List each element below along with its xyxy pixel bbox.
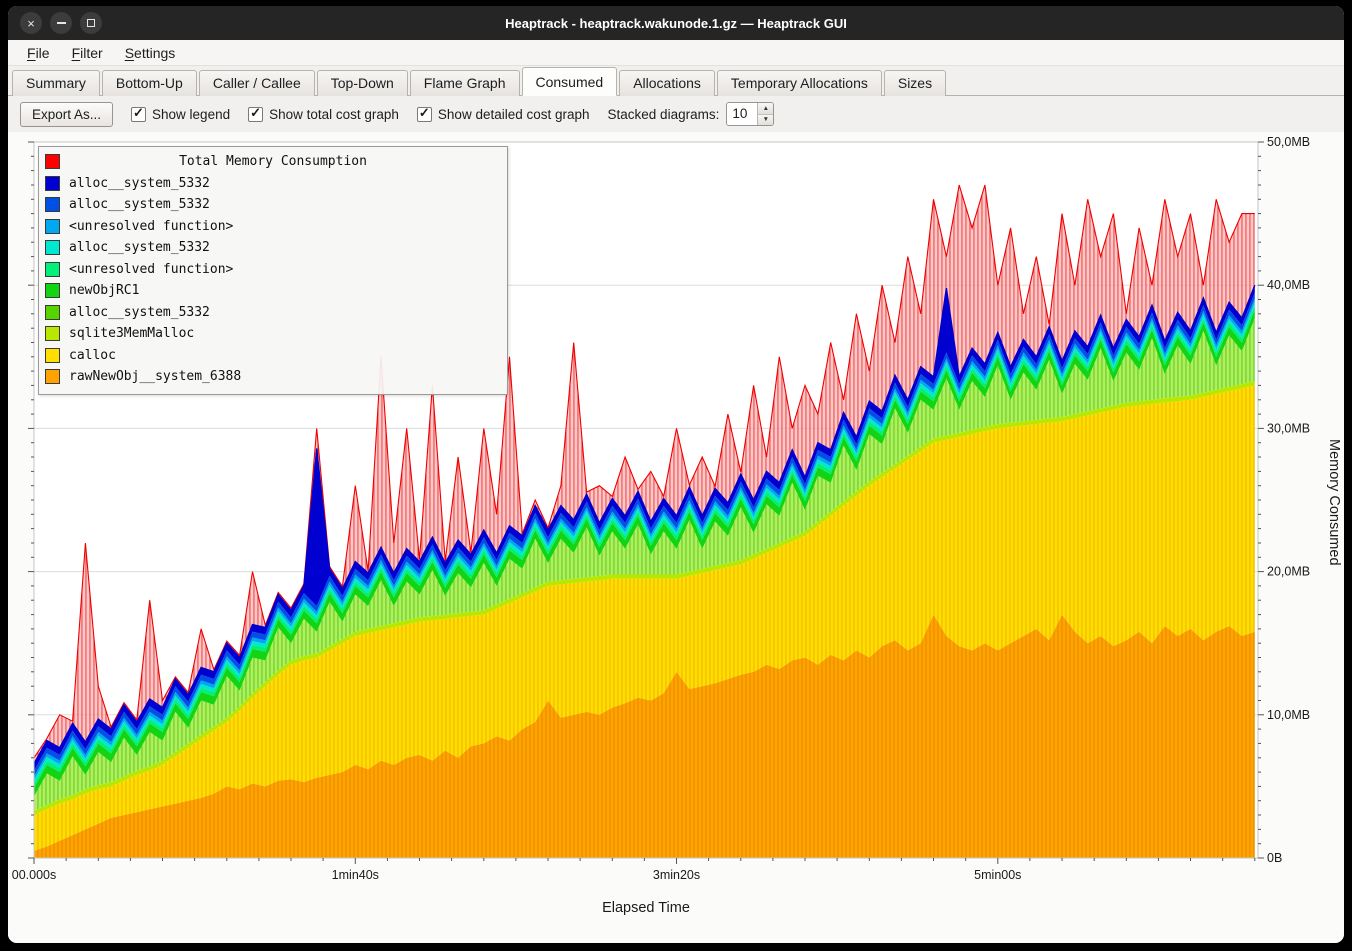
check-icon: ✓ <box>418 104 430 120</box>
svg-text:1min40s: 1min40s <box>332 868 379 882</box>
legend-item: calloc <box>45 345 501 367</box>
legend-item: alloc__system_5332 <box>45 194 501 216</box>
spin-up-button[interactable]: ▲ <box>758 103 774 115</box>
check-icon: ✓ <box>133 104 144 120</box>
checkbox-show-total-cost-graph[interactable]: ✓ Show total cost graph <box>248 104 399 122</box>
legend-item: <unresolved function> <box>45 216 501 238</box>
svg-text:20,0MB: 20,0MB <box>1267 565 1310 579</box>
legend-item: sqlite3MemMalloc <box>45 323 501 345</box>
svg-text:00.000s: 00.000s <box>12 868 56 882</box>
stacked-diagrams-spinbox[interactable]: 10 ▲ ▼ <box>726 102 775 126</box>
x-axis-label: Elapsed Time <box>602 900 690 916</box>
stacked-diagrams-control: Stacked diagrams: 10 ▲ ▼ <box>608 102 775 126</box>
close-button[interactable]: × <box>20 12 42 34</box>
chart-legend: Total Memory Consumption alloc__system_53… <box>38 146 508 395</box>
checkbox-group: ✓ Show legend ✓ Show total cost graph ✓ Show … <box>131 104 590 122</box>
svg-text:50,0MB: 50,0MB <box>1267 135 1310 149</box>
checkbox-show-legend[interactable]: ✓ Show legend <box>131 104 231 122</box>
legend-color-swatch <box>45 347 60 363</box>
stacked-diagrams-value[interactable]: 10 <box>727 103 758 125</box>
svg-text:5min00s: 5min00s <box>974 868 1021 882</box>
menu-item-settings[interactable]: Settings <box>124 44 176 61</box>
legend-title-row: Total Memory Consumption <box>45 151 501 173</box>
title-bar: × Heaptrack - heaptrack.wakunode.1.gz — … <box>8 6 1344 40</box>
export-as-button[interactable]: Export As... <box>20 101 114 127</box>
menu-item-filter[interactable]: Filter <box>71 44 103 61</box>
legend-color-swatch <box>45 369 60 385</box>
tab-bar: Summary Bottom-Up Caller / Callee Top-Down F… <box>8 66 1344 96</box>
legend-label: sqlite3MemMalloc <box>69 326 195 342</box>
app-window: × Heaptrack - heaptrack.wakunode.1.gz — … <box>8 6 1344 943</box>
tab-sizes[interactable]: Sizes <box>883 70 947 96</box>
window-title: Heaptrack - heaptrack.wakunode.1.gz — He… <box>505 15 847 31</box>
checkbox-box[interactable]: ✓ <box>416 104 432 122</box>
chart-pane: 0B 10,0MB 20,0MB 30,0MB 40,0MB 50,0MB 00.000s 1… <box>8 132 1344 943</box>
legend-label: newObjRC1 <box>69 283 140 299</box>
legend-label: alloc__system_5332 <box>69 175 210 191</box>
checkbox-box[interactable]: ✓ <box>131 104 147 122</box>
maximize-button[interactable] <box>80 12 102 34</box>
legend-color-swatch <box>45 175 60 191</box>
tab-temporary-allocations[interactable]: Temporary Allocations <box>716 70 882 96</box>
svg-text:40,0MB: 40,0MB <box>1267 278 1310 292</box>
legend-item: alloc__system_5332 <box>45 302 501 324</box>
y-axis-label: Memory Consumed <box>1326 438 1342 566</box>
legend-label: rawNewObj__system_6388 <box>69 369 242 385</box>
menu-bar: File Filter Settings <box>8 40 1344 66</box>
legend-item: rawNewObj__system_6388 <box>45 366 501 388</box>
checkbox-box[interactable]: ✓ <box>248 104 264 122</box>
svg-text:30,0MB: 30,0MB <box>1267 421 1310 435</box>
minimize-button[interactable] <box>50 12 72 34</box>
tab-top-down[interactable]: Top-Down <box>316 70 408 96</box>
spinbox-arrows: ▲ ▼ <box>757 103 774 125</box>
legend-color-swatch <box>45 304 60 320</box>
stacked-diagrams-label: Stacked diagrams: <box>607 106 720 122</box>
legend-label: alloc__system_5332 <box>69 197 210 213</box>
consumption-chart-svg: 0B 10,0MB 20,0MB 30,0MB 40,0MB 50,0MB 00.000s 1… <box>12 135 1310 882</box>
check-icon: ✓ <box>250 104 261 120</box>
tab-allocations[interactable]: Allocations <box>619 70 715 96</box>
checkbox-label: Show legend <box>152 106 231 122</box>
legend-label: calloc <box>69 347 116 363</box>
tab-consumed[interactable]: Consumed <box>521 67 618 96</box>
legend-item: alloc__system_5332 <box>45 173 501 195</box>
checkbox-show-detailed-cost-graph[interactable]: ✓ Show detailed cost graph <box>416 104 590 122</box>
checkbox-label: Show detailed cost graph <box>437 106 590 122</box>
legend-color-swatch <box>45 218 60 234</box>
legend-label: <unresolved function> <box>69 261 234 277</box>
legend-item: newObjRC1 <box>45 280 501 302</box>
legend-color-swatch <box>45 261 60 277</box>
toolbar: Export As... ✓ Show legend ✓ Show total cos… <box>8 96 1344 132</box>
legend-label: alloc__system_5332 <box>69 240 210 256</box>
legend-label: alloc__system_5332 <box>69 304 210 320</box>
tab-bottom-up[interactable]: Bottom-Up <box>101 70 197 96</box>
legend-item: <unresolved function> <box>45 259 501 281</box>
legend-item: alloc__system_5332 <box>45 237 501 259</box>
legend-color-swatch <box>45 240 60 256</box>
tab-caller-callee[interactable]: Caller / Callee <box>198 70 315 96</box>
legend-color-swatch <box>45 326 60 342</box>
svg-text:0B: 0B <box>1267 851 1282 865</box>
legend-color-swatch <box>45 283 60 299</box>
spin-down-button[interactable]: ▼ <box>758 114 774 125</box>
menu-item-file[interactable]: File <box>27 44 50 61</box>
legend-color-swatch <box>45 197 60 213</box>
legend-color-swatch <box>45 154 60 170</box>
window-controls: × <box>8 12 102 34</box>
checkbox-label: Show total cost graph <box>269 106 399 122</box>
legend-label: Total Memory Consumption <box>179 154 367 170</box>
tab-summary[interactable]: Summary <box>12 70 100 96</box>
legend-label: <unresolved function> <box>69 218 234 234</box>
svg-text:3min20s: 3min20s <box>653 868 700 882</box>
svg-text:10,0MB: 10,0MB <box>1267 708 1310 722</box>
tab-flame-graph[interactable]: Flame Graph <box>409 70 520 96</box>
